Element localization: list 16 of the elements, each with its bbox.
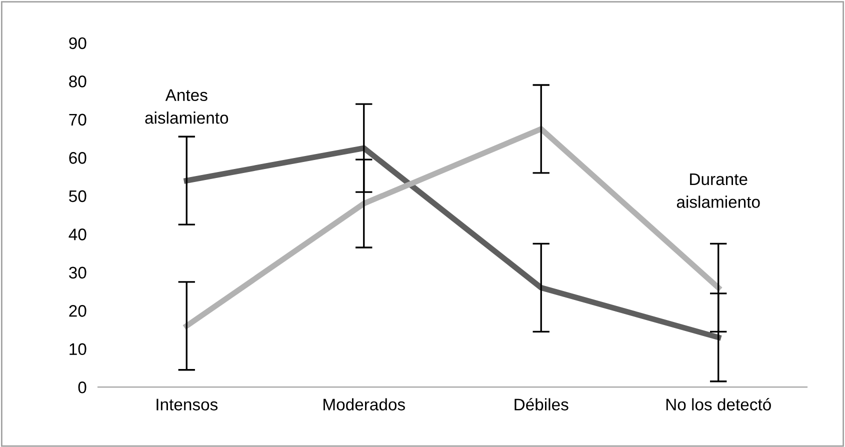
- y-tick-label: 40: [68, 228, 86, 240]
- y-tick-label: 0: [78, 382, 86, 394]
- y-tick-label: 60: [69, 152, 86, 164]
- y-tick-label: 10: [70, 343, 86, 356]
- text: Antes aislamiento: [145, 89, 228, 124]
- y-tick-label: 70: [69, 114, 86, 126]
- x-tick-label: Débiles: [514, 398, 568, 410]
- y-tick-label: 30: [69, 266, 86, 279]
- y-tick-label: 80: [69, 76, 86, 88]
- y-tick-label: 50: [69, 190, 86, 202]
- y-tick-label: 90: [69, 37, 86, 50]
- y-tick-label: 20: [69, 305, 86, 317]
- x-tick-label: Moderados: [324, 398, 405, 410]
- series-label: Durante aislamiento: [676, 174, 760, 208]
- x-tick-label: Intensos: [156, 398, 218, 410]
- x-tick-label: No los detectó: [666, 398, 771, 410]
